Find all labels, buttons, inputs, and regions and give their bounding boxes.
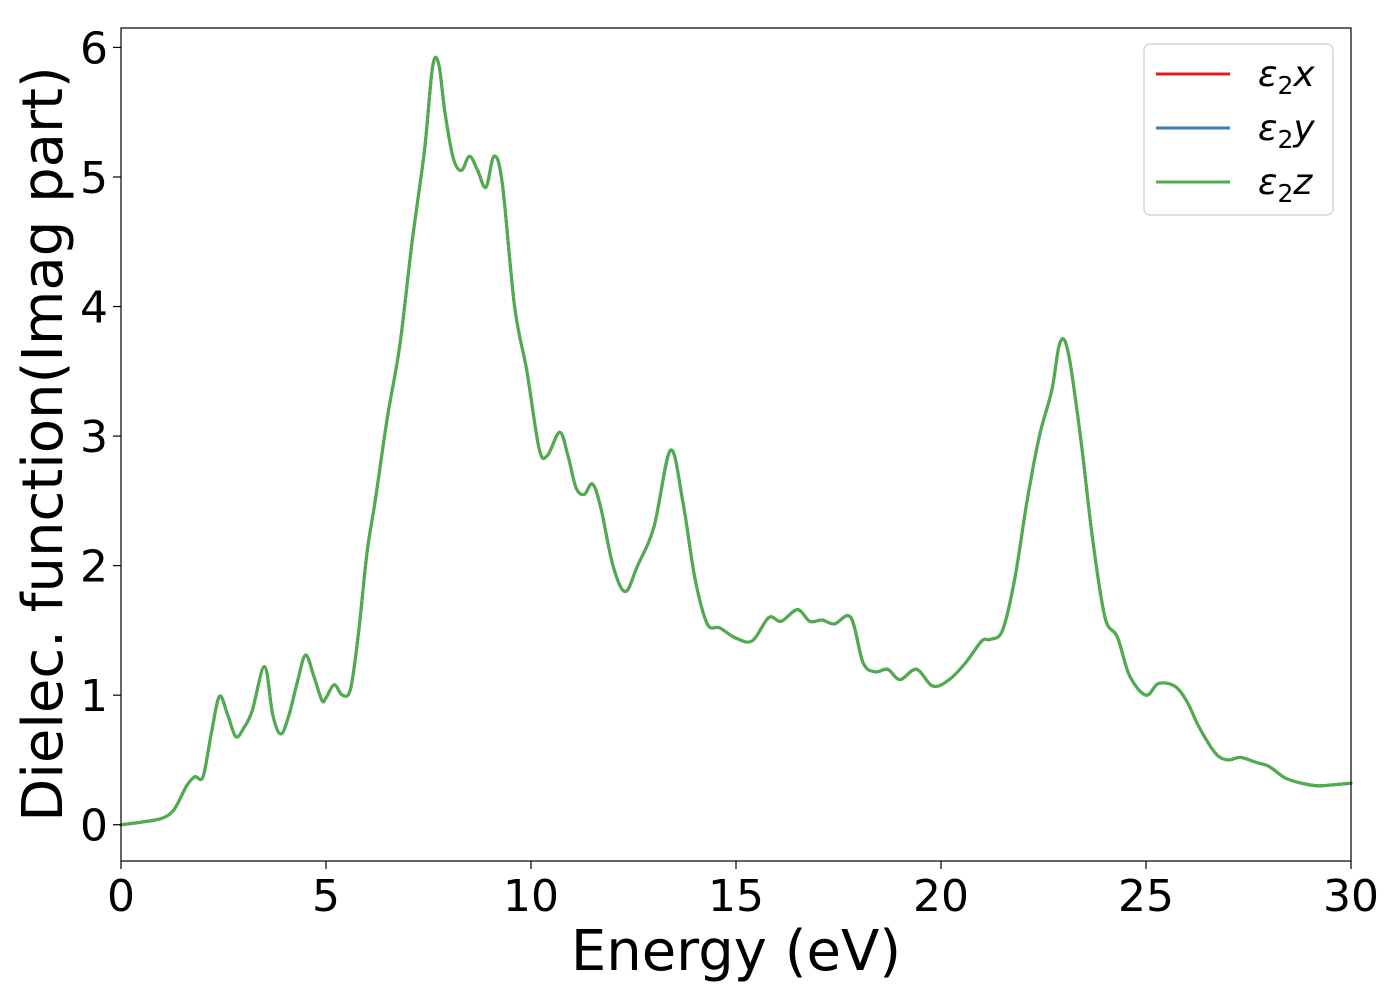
y-tick-label: 2 (80, 542, 108, 593)
legend-box (1143, 43, 1334, 216)
x-tick-label: 25 (1118, 871, 1174, 922)
x-tick-label: 10 (503, 871, 559, 922)
legend-label-2: ε2y (1258, 108, 1315, 154)
y-tick-label: 6 (80, 23, 108, 74)
y-tick-label: 3 (80, 412, 108, 463)
x-axis-ticks: 0 5 10 15 20 25 30 (107, 861, 1379, 922)
legend-label-3: ε2z (1258, 162, 1313, 208)
series-lines (119, 55, 1353, 827)
y-axis-label: Dielec. function(Imag part) (11, 66, 76, 822)
series-line-3 (119, 55, 1353, 827)
legend: ε2x ε2y ε2z (1143, 43, 1334, 216)
y-tick-label: 0 (80, 801, 108, 852)
y-tick-label: 4 (80, 283, 108, 334)
legend-label-1: ε2x (1258, 54, 1315, 100)
y-tick-label: 1 (80, 671, 108, 722)
x-tick-label: 15 (708, 871, 764, 922)
x-tick-label: 20 (913, 871, 969, 922)
y-tick-label: 5 (80, 153, 108, 204)
y-axis-ticks: 0 1 2 3 4 5 6 (80, 23, 121, 852)
x-tick-label: 30 (1323, 871, 1379, 922)
x-axis-label: Energy (eV) (571, 919, 901, 984)
x-tick-label: 0 (107, 871, 135, 922)
x-tick-label: 5 (312, 871, 340, 922)
